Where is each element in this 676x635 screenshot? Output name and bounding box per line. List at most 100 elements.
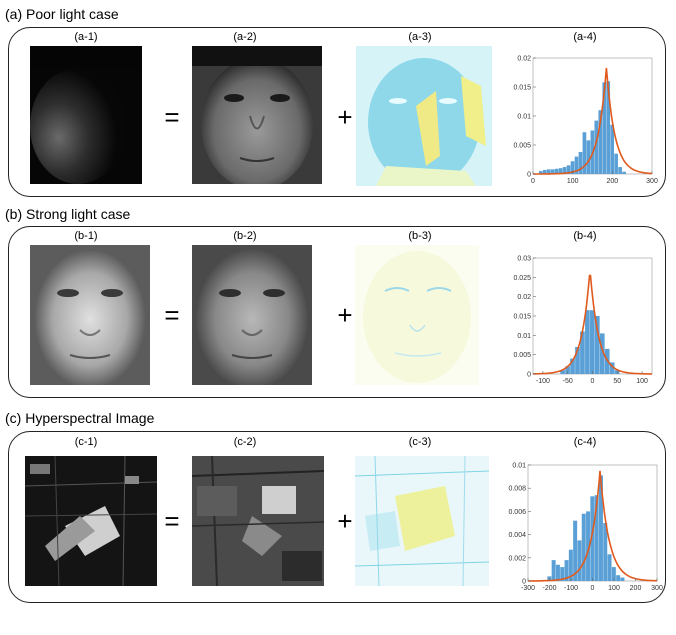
y-tick-label: 0.025 bbox=[513, 275, 531, 282]
label-c-1: (c-1) bbox=[74, 436, 98, 448]
image-a-2-illumination bbox=[192, 46, 322, 184]
histogram-bar bbox=[610, 124, 615, 174]
histogram-bar bbox=[551, 560, 556, 581]
x-tick-label: -50 bbox=[563, 378, 573, 385]
x-tick-label: 300 bbox=[646, 178, 658, 185]
y-tick-label: 0.01 bbox=[517, 114, 531, 121]
histogram-bar bbox=[611, 567, 616, 581]
section-b-title: (b) Strong light case bbox=[5, 206, 131, 222]
x-tick-label: -100 bbox=[564, 585, 578, 592]
image-c-3-residual bbox=[355, 456, 489, 586]
histogram-bar bbox=[602, 82, 607, 174]
x-tick-label: 300 bbox=[651, 585, 663, 592]
x-tick-label: 0 bbox=[531, 178, 535, 185]
section-c-panel bbox=[8, 431, 666, 603]
histogram-bar bbox=[573, 520, 578, 581]
image-b-3-residual bbox=[355, 245, 479, 385]
plus-sign-b: + bbox=[337, 300, 353, 330]
histogram-bar bbox=[599, 333, 605, 374]
y-tick-label: 0.015 bbox=[513, 314, 531, 321]
x-tick-label: -300 bbox=[521, 585, 535, 592]
label-b-1: (b-1) bbox=[74, 230, 98, 242]
histogram-bar bbox=[586, 140, 591, 174]
histogram-bar bbox=[622, 171, 626, 174]
y-tick-label: 0.015 bbox=[513, 85, 531, 92]
image-b-1-bright-face bbox=[30, 245, 150, 385]
y-tick-label: 0 bbox=[527, 372, 531, 379]
histogram-bar bbox=[614, 153, 618, 174]
histogram-bar bbox=[590, 496, 595, 581]
section-b-panel bbox=[8, 226, 666, 398]
histogram-bar bbox=[616, 575, 621, 581]
x-tick-label: 50 bbox=[613, 378, 621, 385]
histogram-bar bbox=[594, 316, 600, 374]
label-a-4: (a-4) bbox=[573, 31, 597, 43]
y-tick-label: 0 bbox=[527, 172, 531, 179]
histogram-bar bbox=[581, 513, 586, 581]
section-a-title: (a) Poor light case bbox=[5, 6, 119, 22]
histogram-bar bbox=[558, 168, 563, 174]
fitted-curve bbox=[533, 67, 653, 175]
x-tick-label: -200 bbox=[542, 585, 556, 592]
image-c-1-hyperspectral bbox=[25, 456, 157, 586]
x-tick-label: 0 bbox=[591, 585, 595, 592]
label-c-3: (c-3) bbox=[408, 436, 432, 448]
image-b-2-illumination bbox=[192, 245, 312, 385]
x-tick-label: 0 bbox=[591, 378, 595, 385]
x-tick-label: 100 bbox=[636, 378, 648, 385]
histogram-bar bbox=[580, 331, 585, 374]
x-tick-label: -100 bbox=[536, 378, 550, 385]
image-c-2-illumination bbox=[192, 456, 324, 586]
histogram-bar bbox=[546, 169, 551, 174]
section-a-panel bbox=[8, 27, 666, 197]
y-tick-label: 0.03 bbox=[517, 256, 531, 263]
x-tick-label: 200 bbox=[606, 178, 618, 185]
histogram-c-4: -300 -200 -100 0 100 200 300 0 0.002 0.004 0.006 0.… bbox=[508, 463, 663, 593]
section-c-title: (c) Hyperspectral Image bbox=[5, 410, 155, 426]
equals-sign-a: = bbox=[164, 102, 180, 132]
label-a-2: (a-2) bbox=[233, 31, 257, 43]
histogram-bar bbox=[598, 475, 603, 581]
histogram-bar bbox=[598, 110, 603, 174]
fitted-curve bbox=[533, 274, 652, 375]
histogram-bar bbox=[564, 560, 569, 581]
label-c-2: (c-2) bbox=[233, 436, 257, 448]
histogram-bar bbox=[618, 167, 622, 174]
y-tick-label: 0.01 bbox=[512, 463, 526, 470]
plus-sign-a: + bbox=[337, 102, 353, 132]
equals-sign-c: = bbox=[164, 506, 180, 536]
image-a-1-dark-face bbox=[30, 46, 142, 184]
histogram-a-4: 0 100 200 300 0 0.005 0.01 0.015 0.02 bbox=[513, 56, 658, 186]
plus-sign-c: + bbox=[337, 506, 353, 536]
histogram-bar bbox=[568, 549, 573, 581]
histogram-bar bbox=[570, 358, 575, 374]
histogram-bar bbox=[555, 564, 560, 581]
label-c-4: (c-4) bbox=[573, 436, 597, 448]
histogram-bar bbox=[560, 370, 565, 374]
histogram-bar bbox=[594, 495, 599, 581]
histogram-bar bbox=[607, 554, 612, 581]
x-tick-label: 100 bbox=[567, 178, 579, 185]
histogram-bar bbox=[586, 511, 591, 581]
label-b-2: (b-2) bbox=[233, 230, 257, 242]
histogram-bar bbox=[606, 81, 611, 174]
image-a-3-residual bbox=[356, 46, 492, 186]
histogram-bar bbox=[565, 366, 570, 374]
histogram-bar bbox=[575, 346, 580, 374]
label-b-3: (b-3) bbox=[408, 230, 432, 242]
y-tick-label: 0.02 bbox=[517, 56, 531, 63]
histogram-bar bbox=[542, 169, 547, 174]
label-a-1: (a-1) bbox=[74, 31, 98, 43]
label-b-4: (b-4) bbox=[573, 230, 597, 242]
histogram-bar bbox=[582, 132, 587, 174]
y-tick-label: 0.02 bbox=[517, 294, 531, 301]
x-tick-label: 200 bbox=[630, 585, 642, 592]
histogram-bar bbox=[620, 577, 625, 581]
histogram-bar bbox=[585, 310, 590, 374]
histogram-bar bbox=[538, 171, 543, 174]
histogram-bar bbox=[590, 310, 595, 374]
y-tick-label: 0.01 bbox=[517, 333, 531, 340]
y-tick-label: 0.004 bbox=[508, 532, 526, 539]
histogram-b-4: -100 -50 0 50 100 0 0.005 0.01 0.015 0.02 0.025 0.0… bbox=[513, 256, 653, 385]
y-tick-label: 0.005 bbox=[513, 352, 531, 359]
